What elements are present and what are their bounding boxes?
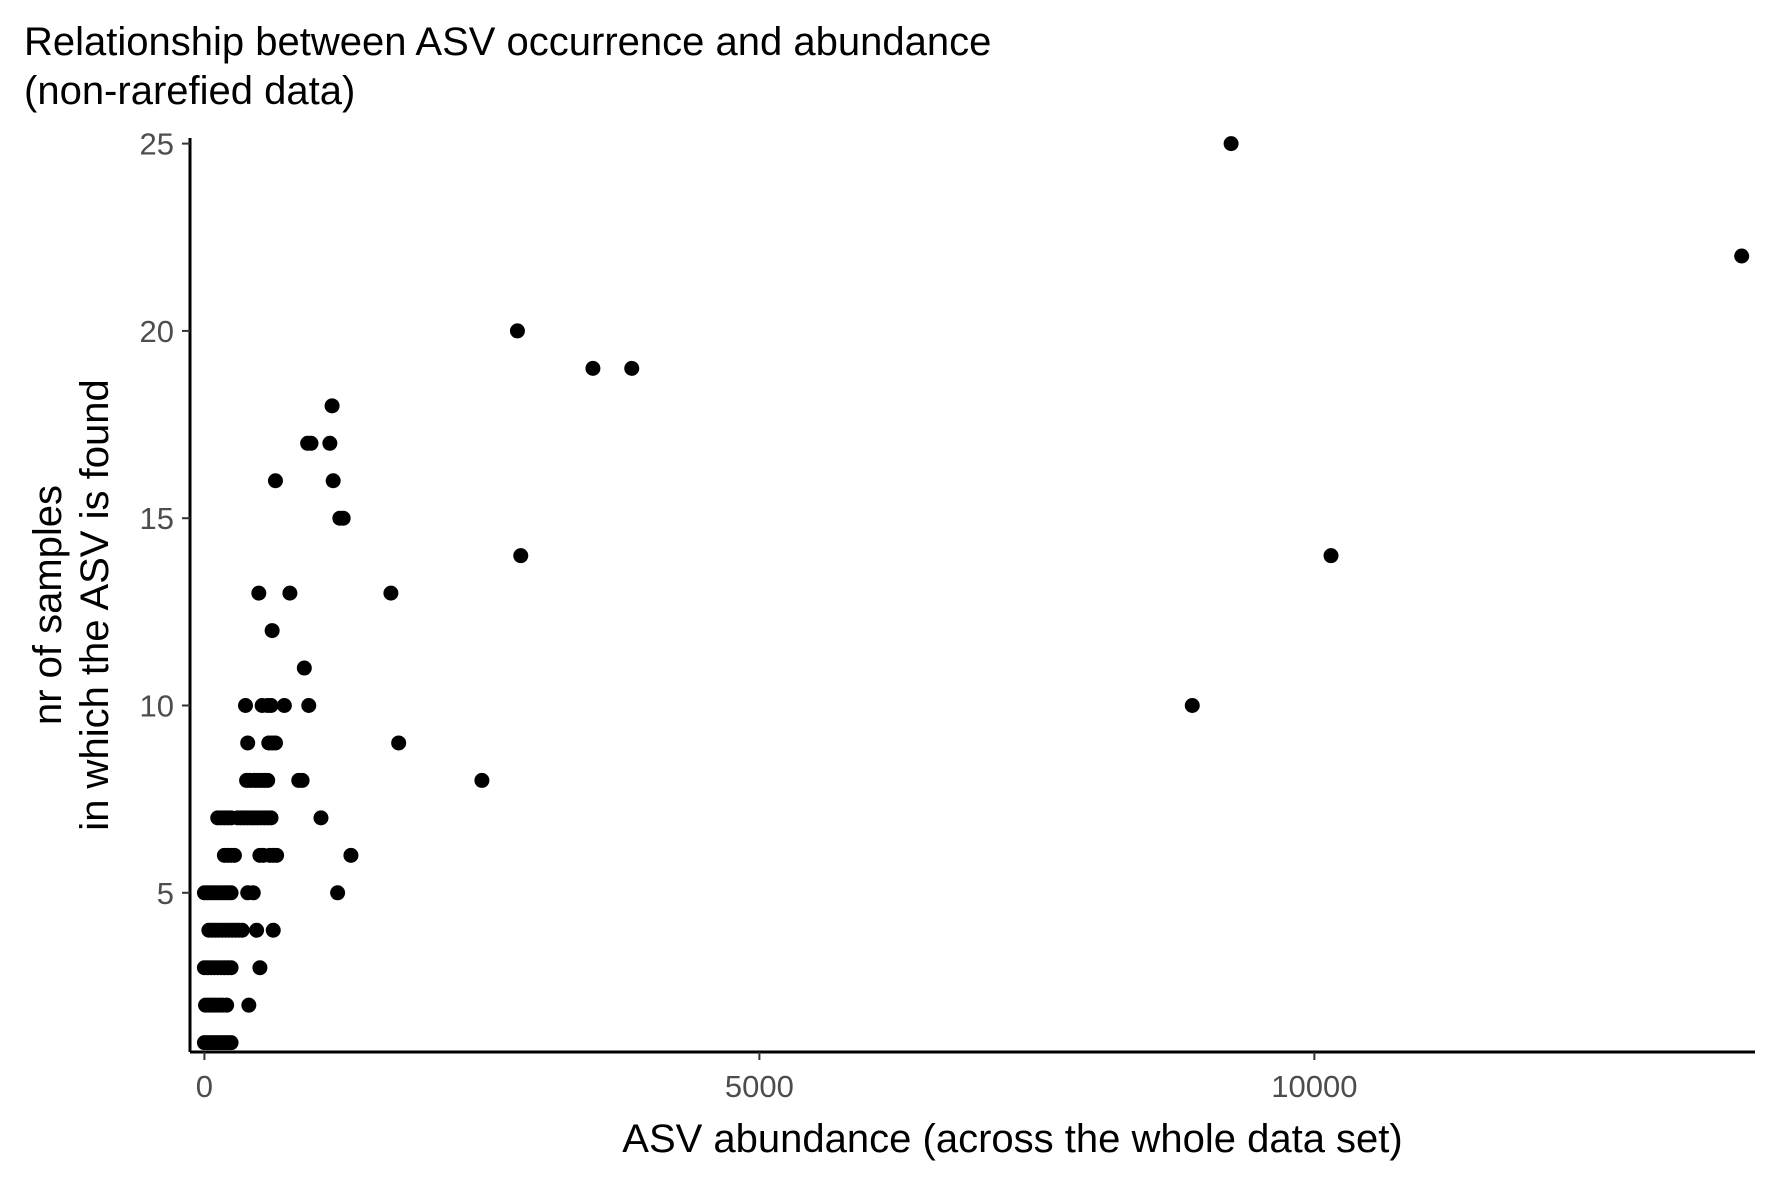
axes	[188, 138, 1755, 1054]
data-point	[264, 623, 280, 639]
data-point	[240, 735, 256, 751]
y-axis-title-line-2: in which the ASV is found	[73, 379, 117, 830]
data-point	[234, 922, 250, 938]
data-point	[624, 360, 640, 376]
chart-title-line-1: Relationship between ASV occurrence and …	[24, 20, 992, 64]
y-tick-label: 25	[140, 127, 174, 162]
y-tick-label: 10	[140, 689, 174, 724]
data-point	[265, 922, 281, 938]
data-point	[219, 997, 235, 1013]
data-point	[260, 772, 276, 788]
data-point	[313, 810, 329, 826]
data-point	[324, 398, 340, 414]
data-point	[269, 847, 285, 863]
data-point	[252, 960, 268, 976]
data-point	[343, 847, 359, 863]
y-tick-label: 20	[140, 314, 174, 349]
y-tick-label: 15	[140, 501, 174, 536]
data-point	[263, 810, 279, 826]
data-point	[294, 772, 310, 788]
data-point	[276, 698, 292, 714]
data-point	[296, 660, 312, 676]
data-point	[245, 885, 261, 901]
data-point	[263, 698, 279, 714]
chart-title-line-2: (non-rarefied data)	[24, 69, 356, 113]
data-point	[249, 922, 265, 938]
x-axis-title: ASV abundance (across the whole data set…	[622, 1117, 1402, 1161]
data-point	[330, 885, 346, 901]
data-point	[1734, 248, 1750, 264]
x-tick-label: 10000	[1271, 1069, 1357, 1104]
data-point	[301, 698, 317, 714]
data-point	[223, 960, 239, 976]
x-tick-label: 0	[196, 1069, 213, 1104]
data-point	[474, 772, 490, 788]
data-point	[282, 585, 298, 601]
data-point	[241, 997, 257, 1013]
y-axis-title-line-1: nr of samples	[26, 485, 70, 725]
data-point	[267, 735, 283, 751]
data-point	[509, 323, 525, 339]
data-point	[237, 698, 253, 714]
data-point	[335, 510, 351, 526]
data-point	[585, 360, 601, 376]
data-point	[1184, 698, 1200, 714]
data-point	[223, 885, 239, 901]
data-point	[303, 435, 319, 451]
data-point	[223, 1035, 239, 1051]
x-tick-label: 5000	[725, 1069, 794, 1104]
data-point	[1223, 136, 1239, 152]
data-point	[226, 847, 242, 863]
data-point	[1323, 548, 1339, 564]
data-point	[383, 585, 399, 601]
data-point	[513, 548, 529, 564]
data-point	[325, 473, 341, 489]
data-point	[322, 435, 338, 451]
axis-ticks: 0 5000 10000 5 10 15 20 25	[140, 127, 1358, 1104]
data-points	[196, 136, 1750, 1051]
y-tick-label: 5	[157, 876, 174, 911]
data-point	[391, 735, 407, 751]
data-point	[267, 473, 283, 489]
data-point	[251, 585, 267, 601]
